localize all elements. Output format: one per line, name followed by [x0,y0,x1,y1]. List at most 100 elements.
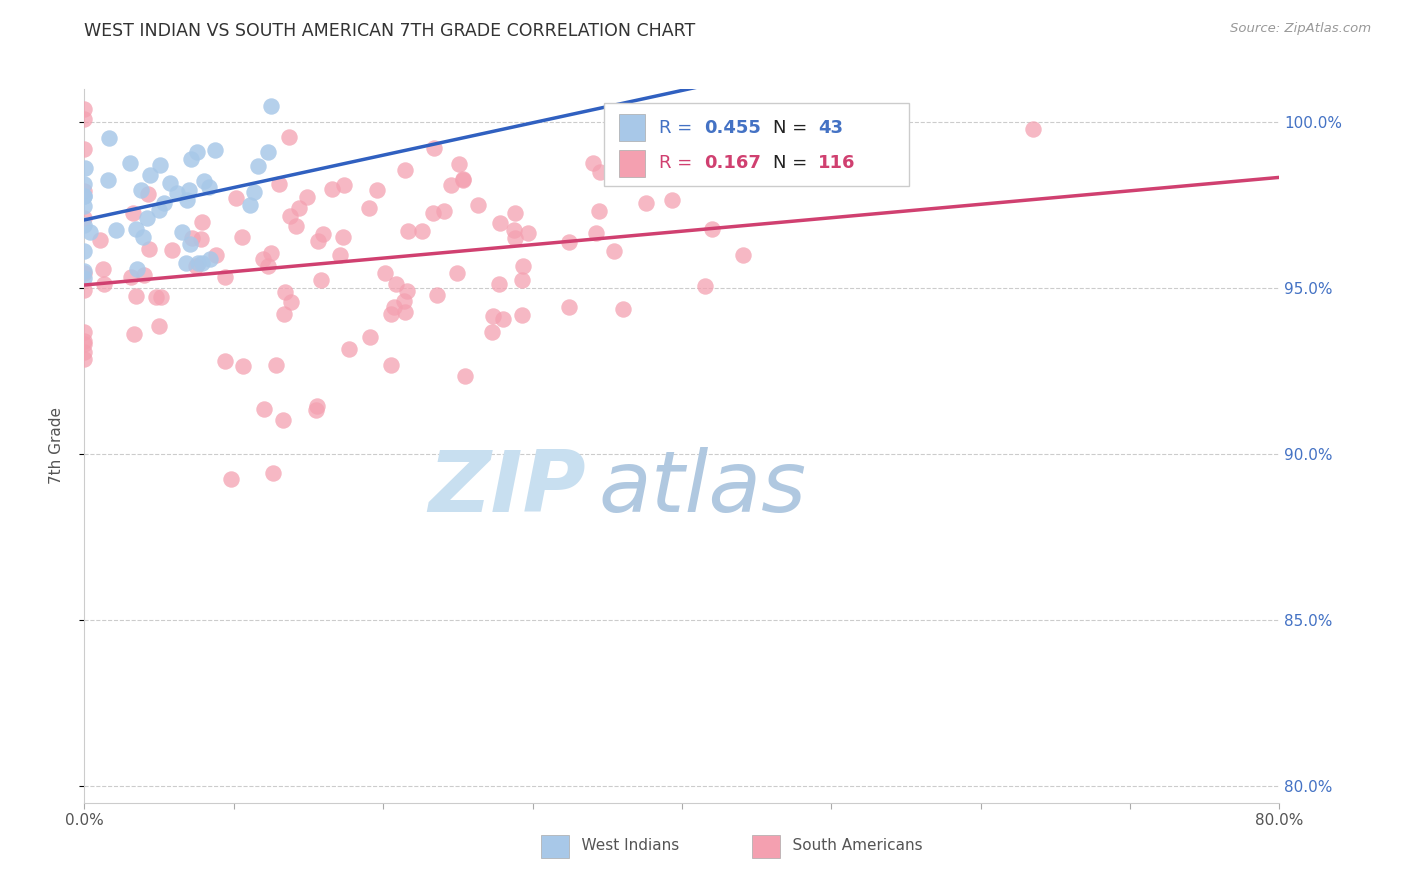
Point [482,309,505,323]
Point [73,189,96,203]
Point [256,259,278,273]
Point [488,277,510,291]
Point [177,183,200,197]
Point [73,334,96,348]
Point [190,232,212,246]
Point [380,358,402,372]
Point [180,231,202,245]
Point [451,172,474,186]
Point [148,319,170,334]
Point [285,219,308,233]
Point [503,206,526,220]
Point [73,112,96,126]
Point [422,141,444,155]
Point [132,230,155,244]
Point [73,283,96,297]
Point [359,201,381,215]
Point [73,142,96,156]
Text: R =: R = [659,119,699,136]
Point [467,198,489,212]
Point [232,359,254,373]
Point [186,145,208,160]
Text: 43: 43 [818,119,844,136]
Point [440,178,463,193]
Point [321,182,343,196]
Point [242,185,264,199]
Y-axis label: 7th Grade: 7th Grade [49,408,63,484]
Point [503,231,526,245]
Point [247,159,270,173]
Point [180,153,202,167]
Point [225,191,247,205]
Point [264,358,287,372]
Point [307,235,329,249]
Point [136,187,159,202]
Point [394,163,416,178]
Point [651,133,673,147]
Point [702,222,724,236]
Point [288,202,311,216]
Point [603,244,626,258]
Point [73,325,96,339]
Point [176,193,198,207]
Point [118,156,141,170]
Point [91,262,114,277]
Point [382,300,405,314]
Point [481,326,503,340]
Point [73,102,96,116]
Point [695,279,717,293]
Point [125,262,148,277]
Point [214,269,236,284]
Point [73,177,96,191]
Text: 0.455: 0.455 [704,119,762,136]
Point [454,369,477,384]
Point [329,248,352,262]
Point [612,301,634,316]
Point [307,399,329,413]
Point [396,224,419,238]
Point [73,266,96,280]
Point [359,330,381,344]
Point [558,235,581,249]
Point [262,466,284,480]
Point [558,300,581,314]
Point [159,176,181,190]
Point [585,226,607,240]
Point [309,273,332,287]
Point [394,294,416,309]
Point [79,225,101,239]
Point [73,351,96,366]
Point [150,291,173,305]
Text: Source: ZipAtlas.com: Source: ZipAtlas.com [1230,22,1371,36]
Point [186,260,208,274]
Point [73,263,96,277]
Point [160,243,183,257]
Point [588,203,610,218]
Point [193,174,215,188]
Point [190,256,212,270]
Point [174,256,197,270]
Point [138,242,160,256]
Point [125,289,148,303]
Point [153,196,176,211]
Point [274,285,297,299]
Point [512,308,534,322]
Point [339,342,361,356]
Point [73,219,96,233]
Point [73,244,96,258]
Point [426,288,449,302]
Point [191,214,214,228]
Point [97,173,120,187]
Point [304,402,326,417]
Point [394,305,416,319]
FancyBboxPatch shape [605,103,908,186]
Point [589,165,612,179]
Point [198,252,221,266]
FancyBboxPatch shape [619,150,645,177]
Point [166,186,188,200]
Text: South Americans: South Americans [773,838,922,853]
Point [179,237,201,252]
Point [93,277,115,292]
Point [297,189,319,203]
Point [332,178,354,192]
